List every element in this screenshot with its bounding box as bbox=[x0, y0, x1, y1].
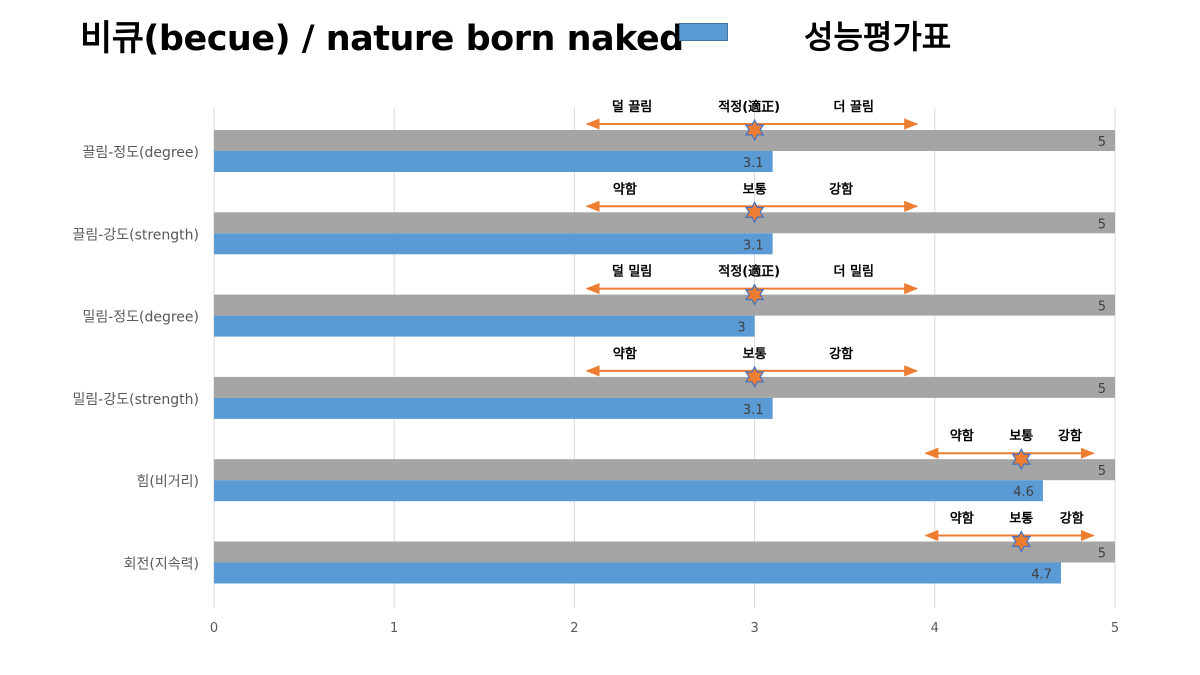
annotation-label: 보통 bbox=[743, 182, 767, 197]
value-data-label: 3.1 bbox=[743, 238, 764, 253]
star-marker bbox=[744, 201, 765, 224]
x-tick-label: 5 bbox=[1111, 621, 1119, 636]
category-label: 힘(비거리) bbox=[137, 474, 199, 490]
category-label: 회전(지속력) bbox=[124, 557, 199, 573]
category-label: 밀림-정도(degree) bbox=[82, 310, 199, 326]
annotation-label: 보통 bbox=[743, 347, 767, 362]
annotation-label: 보통 bbox=[1009, 512, 1033, 527]
max-bar bbox=[214, 130, 1115, 151]
annotation-label: 약함 bbox=[950, 511, 974, 527]
annotation-label: 보통 bbox=[1009, 429, 1033, 444]
value-data-label: 3 bbox=[737, 321, 745, 336]
annotation-label: 강함 bbox=[1058, 428, 1082, 444]
annotation-label: 약함 bbox=[950, 428, 974, 444]
max-bar bbox=[214, 541, 1115, 563]
value-data-label: 4.7 bbox=[1031, 568, 1052, 583]
category-label: 밀림-강도(strength) bbox=[73, 392, 199, 408]
annotation-label: 더 끌림 bbox=[834, 99, 874, 115]
max-bar bbox=[214, 376, 1115, 398]
x-tick-label: 1 bbox=[390, 621, 398, 636]
max-data-label: 5 bbox=[1098, 300, 1106, 315]
annotation-label: 적정(適正) bbox=[718, 264, 780, 280]
category-label: 끌림-강도(strength) bbox=[73, 227, 199, 243]
x-tick-label: 0 bbox=[210, 621, 218, 636]
max-bar bbox=[214, 459, 1115, 481]
annotation-label: 덜 밀림 bbox=[612, 264, 652, 280]
x-tick-label: 4 bbox=[931, 621, 939, 636]
star-marker bbox=[744, 283, 765, 306]
max-data-label: 5 bbox=[1098, 217, 1106, 232]
star-marker bbox=[744, 118, 765, 142]
value-bar bbox=[214, 397, 773, 419]
star-marker bbox=[744, 365, 765, 389]
star-marker bbox=[1011, 447, 1032, 471]
max-data-label: 5 bbox=[1098, 547, 1106, 562]
max-data-label: 5 bbox=[1098, 382, 1106, 397]
value-bar bbox=[214, 480, 1043, 502]
x-tick-label: 2 bbox=[570, 621, 578, 636]
annotation-label: 더 밀림 bbox=[834, 264, 874, 280]
value-bar bbox=[214, 315, 755, 337]
annotation-label: 적정(適正) bbox=[718, 99, 780, 115]
max-data-label: 5 bbox=[1098, 135, 1106, 150]
annotation-label: 약함 bbox=[613, 346, 637, 362]
value-bar bbox=[214, 151, 773, 172]
annotation-label: 약함 bbox=[613, 181, 637, 197]
value-data-label: 3.1 bbox=[743, 156, 764, 171]
legend-label: 성능평가표 bbox=[804, 18, 952, 56]
legend-swatch bbox=[679, 23, 728, 41]
value-bar bbox=[214, 562, 1061, 584]
annotation-label: 강함 bbox=[829, 181, 853, 197]
category-label: 끌림-정도(degree) bbox=[82, 145, 199, 161]
annotation-label: 덜 끌림 bbox=[612, 99, 652, 115]
x-tick-label: 3 bbox=[750, 621, 758, 636]
chart-title: 비큐(becue) / nature born naked bbox=[80, 19, 684, 59]
max-bar bbox=[214, 212, 1115, 234]
annotation-label: 강함 bbox=[829, 346, 853, 362]
annotation-label: 강함 bbox=[1060, 511, 1084, 527]
value-data-label: 4.6 bbox=[1013, 485, 1034, 500]
star-marker bbox=[1011, 530, 1032, 553]
value-bar bbox=[214, 233, 773, 255]
max-data-label: 5 bbox=[1098, 464, 1106, 479]
max-bar bbox=[214, 294, 1115, 316]
value-data-label: 3.1 bbox=[743, 403, 764, 418]
